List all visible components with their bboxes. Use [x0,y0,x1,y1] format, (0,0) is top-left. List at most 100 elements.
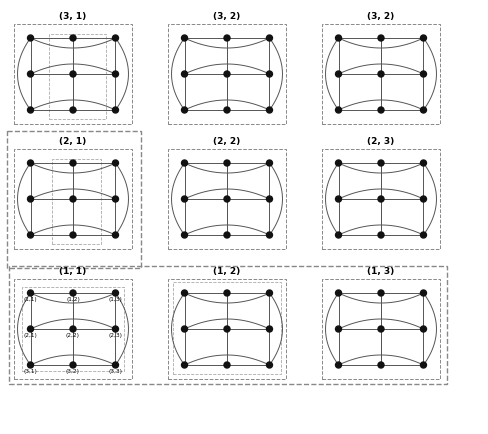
Circle shape [27,35,34,41]
Circle shape [224,196,230,202]
Circle shape [182,326,187,332]
Circle shape [224,107,230,113]
Bar [9,266,447,384]
Circle shape [378,107,384,113]
Bar [7,131,141,268]
Text: (3,1): (3,1) [23,369,38,375]
Circle shape [378,160,384,166]
Circle shape [70,290,76,296]
Circle shape [182,362,187,368]
Text: (1,2): (1,2) [66,297,80,302]
Circle shape [266,196,272,202]
Text: (3,3): (3,3) [108,369,122,375]
Circle shape [224,232,230,238]
Circle shape [224,71,230,77]
Circle shape [182,290,187,296]
Circle shape [27,362,34,368]
Circle shape [224,290,230,296]
Circle shape [70,71,76,77]
Bar [14,279,132,379]
Text: (2, 3): (2, 3) [367,137,395,146]
Circle shape [266,71,272,77]
Circle shape [336,326,342,332]
Circle shape [378,290,384,296]
Circle shape [421,107,427,113]
Circle shape [112,196,119,202]
Circle shape [112,71,119,77]
Circle shape [182,196,187,202]
Circle shape [112,362,119,368]
Circle shape [70,107,76,113]
Circle shape [70,232,76,238]
Circle shape [112,35,119,41]
Circle shape [378,71,384,77]
Bar [22,287,124,371]
Circle shape [70,160,76,166]
Circle shape [182,71,187,77]
Text: (1,3): (1,3) [108,297,122,302]
Circle shape [27,326,34,332]
Circle shape [182,35,187,41]
Text: (2, 2): (2, 2) [213,137,241,146]
Circle shape [266,160,272,166]
Circle shape [336,71,342,77]
Circle shape [224,160,230,166]
Bar [322,149,440,249]
Circle shape [421,35,427,41]
Circle shape [112,107,119,113]
Circle shape [266,232,272,238]
Circle shape [266,326,272,332]
Bar [14,149,132,249]
Circle shape [421,71,427,77]
Circle shape [336,362,342,368]
Bar [14,24,132,124]
Circle shape [266,35,272,41]
Text: (1, 1): (1, 1) [60,267,87,276]
Text: (1,1): (1,1) [23,297,38,302]
Circle shape [336,107,342,113]
Circle shape [27,196,34,202]
Circle shape [336,196,342,202]
Text: (3, 2): (3, 2) [367,12,395,21]
Text: (3, 1): (3, 1) [60,12,87,21]
Bar [322,24,440,124]
Circle shape [27,71,34,77]
Bar [168,149,286,249]
Bar [49,34,106,119]
Bar [322,279,440,379]
Circle shape [182,232,187,238]
Text: (2,1): (2,1) [23,333,38,339]
Circle shape [336,160,342,166]
Circle shape [224,362,230,368]
Circle shape [421,160,427,166]
Circle shape [112,232,119,238]
Circle shape [112,160,119,166]
Circle shape [378,362,384,368]
Circle shape [378,35,384,41]
Circle shape [27,290,34,296]
Circle shape [421,326,427,332]
Bar [168,24,286,124]
Text: (3, 2): (3, 2) [213,12,241,21]
Circle shape [378,232,384,238]
Circle shape [112,290,119,296]
Circle shape [182,107,187,113]
Text: (2,3): (2,3) [108,333,122,339]
Bar [168,279,286,379]
Circle shape [336,232,342,238]
Circle shape [182,160,187,166]
Text: (1, 2): (1, 2) [213,267,241,276]
Circle shape [266,362,272,368]
Circle shape [27,160,34,166]
Circle shape [70,326,76,332]
Text: (2,2): (2,2) [66,333,80,339]
Text: (1, 3): (1, 3) [367,267,395,276]
Circle shape [224,35,230,41]
Circle shape [421,290,427,296]
Bar [52,159,102,244]
Circle shape [70,196,76,202]
Circle shape [336,35,342,41]
Text: (2, 1): (2, 1) [60,137,87,146]
Circle shape [266,290,272,296]
Circle shape [266,107,272,113]
